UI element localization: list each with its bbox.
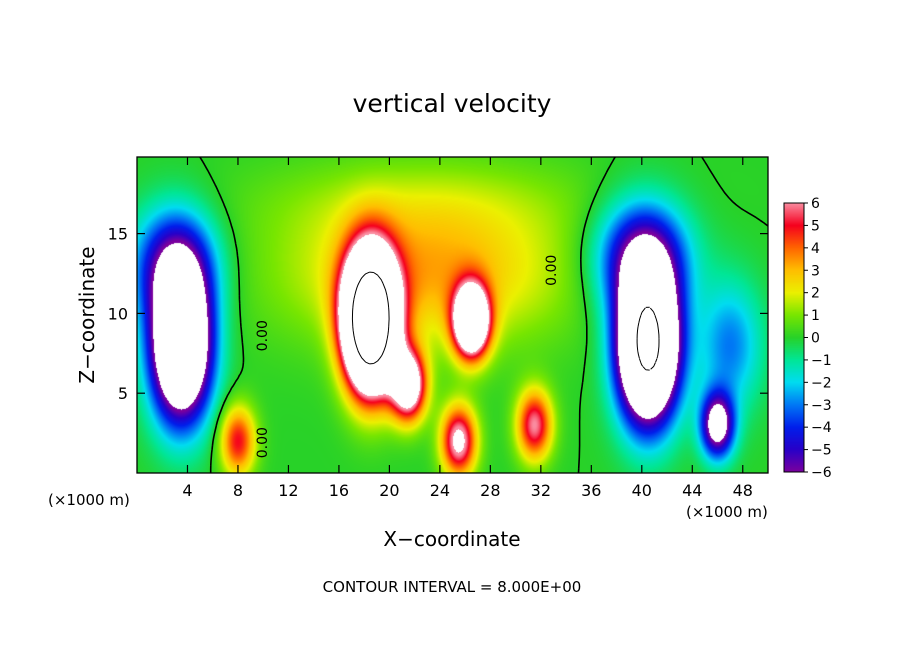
colorbar-label: −1 (811, 353, 832, 369)
y-axis-label: Z−coordinate (75, 246, 99, 383)
x-tick-label: 16 (329, 481, 349, 500)
x-tick-label: 4 (182, 481, 192, 500)
x-tick-label: 32 (531, 481, 551, 500)
contour-line-negative (636, 306, 660, 371)
contour-line-zero (199, 156, 769, 474)
colorbar-label: −4 (811, 420, 832, 436)
y-tick-label: 10 (108, 304, 128, 323)
x-axis-ticks: 4 8 12 16 20 24 28 32 36 40 44 48 (182, 157, 753, 500)
x-unit-right: (×1000 m) (686, 503, 768, 521)
colorbar-label: 0 (811, 331, 820, 347)
plot-area (136, 156, 769, 474)
x-tick-label: 24 (430, 481, 450, 500)
colorbar-label: −3 (811, 398, 832, 414)
plot-frame (136, 156, 769, 474)
contour-label: 0.00 (544, 255, 560, 286)
contour-line-positive (351, 271, 390, 365)
x-tick-label: 48 (733, 481, 753, 500)
colorbar-label: 6 (811, 196, 820, 212)
contour-labels: 0.00 0.00 0.00 (255, 255, 560, 459)
colorbar-label: −2 (811, 375, 832, 391)
colorbar-label: 2 (811, 286, 820, 302)
colorbar-label: −6 (811, 465, 832, 481)
chart-title: vertical velocity (353, 89, 552, 118)
y-tick-label: 15 (108, 225, 128, 244)
colorbar-label: 1 (811, 308, 820, 324)
contour-label: 0.00 (255, 427, 271, 458)
colorbar-label: −5 (811, 443, 832, 459)
x-tick-label: 20 (379, 481, 399, 500)
x-tick-label: 8 (233, 481, 243, 500)
colorbar: 6 5 4 3 2 1 0 −1 −2 −3 −4 −5 −6 (783, 196, 832, 481)
x-tick-label: 28 (480, 481, 500, 500)
colorbar-gradient (784, 203, 804, 472)
y-tick-label: 5 (118, 384, 128, 403)
x-tick-label: 40 (632, 481, 652, 500)
y-axis-ticks: 5 10 15 (108, 225, 768, 403)
contour-interval-note: CONTOUR INTERVAL = 8.000E+00 (323, 578, 582, 596)
colorbar-label: 3 (811, 263, 820, 279)
x-tick-label: 36 (581, 481, 601, 500)
x-tick-label: 12 (278, 481, 298, 500)
colorbar-label: 5 (811, 218, 820, 234)
heatmap-field (137, 157, 768, 473)
colorbar-label: 4 (811, 241, 820, 257)
contour-label: 0.00 (255, 320, 271, 351)
x-unit-left: (×1000 m) (48, 491, 130, 509)
x-axis-label: X−coordinate (383, 527, 520, 551)
x-tick-label: 44 (682, 481, 702, 500)
